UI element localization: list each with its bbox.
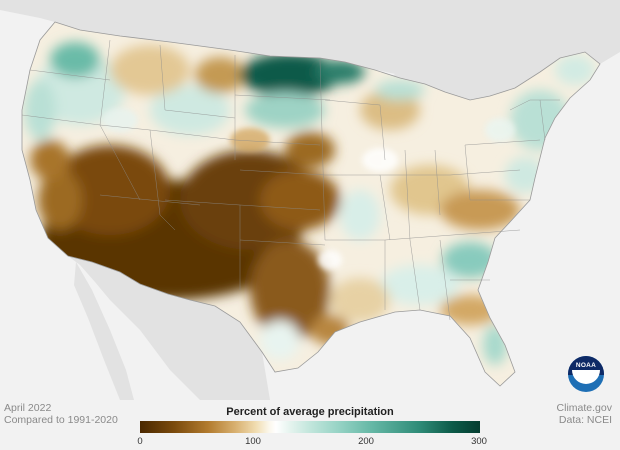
map-credits: Climate.gov Data: NCEI [557, 402, 612, 426]
legend-tick-200: 200 [358, 436, 374, 447]
legend-tick-300: 300 [471, 436, 487, 447]
legend-color-bar [140, 421, 480, 433]
precipitation-map [0, 0, 620, 400]
us-outline [21, 21, 601, 387]
legend-tick-0: 0 [137, 436, 143, 447]
baja-peninsula [74, 262, 134, 400]
legend-title: Percent of average precipitation [226, 406, 394, 418]
noaa-logo: NOAA [568, 356, 604, 392]
noaa-logo-text: NOAA [575, 362, 597, 369]
map-baseline: Compared to 1991-2020 [4, 414, 118, 426]
state-boundaries [21, 39, 560, 321]
mexico-landmass [68, 256, 270, 400]
map-date: April 2022 [4, 402, 52, 414]
legend-tick-100: 100 [245, 436, 261, 447]
noaa-logo-bird-icon [572, 370, 600, 384]
map-caption: April 2022 Compared to 1991-2020 [4, 402, 118, 426]
source-site: Climate.gov [556, 402, 612, 414]
canada-landmass [0, 0, 620, 100]
source-data: Data: NCEI [558, 414, 612, 426]
